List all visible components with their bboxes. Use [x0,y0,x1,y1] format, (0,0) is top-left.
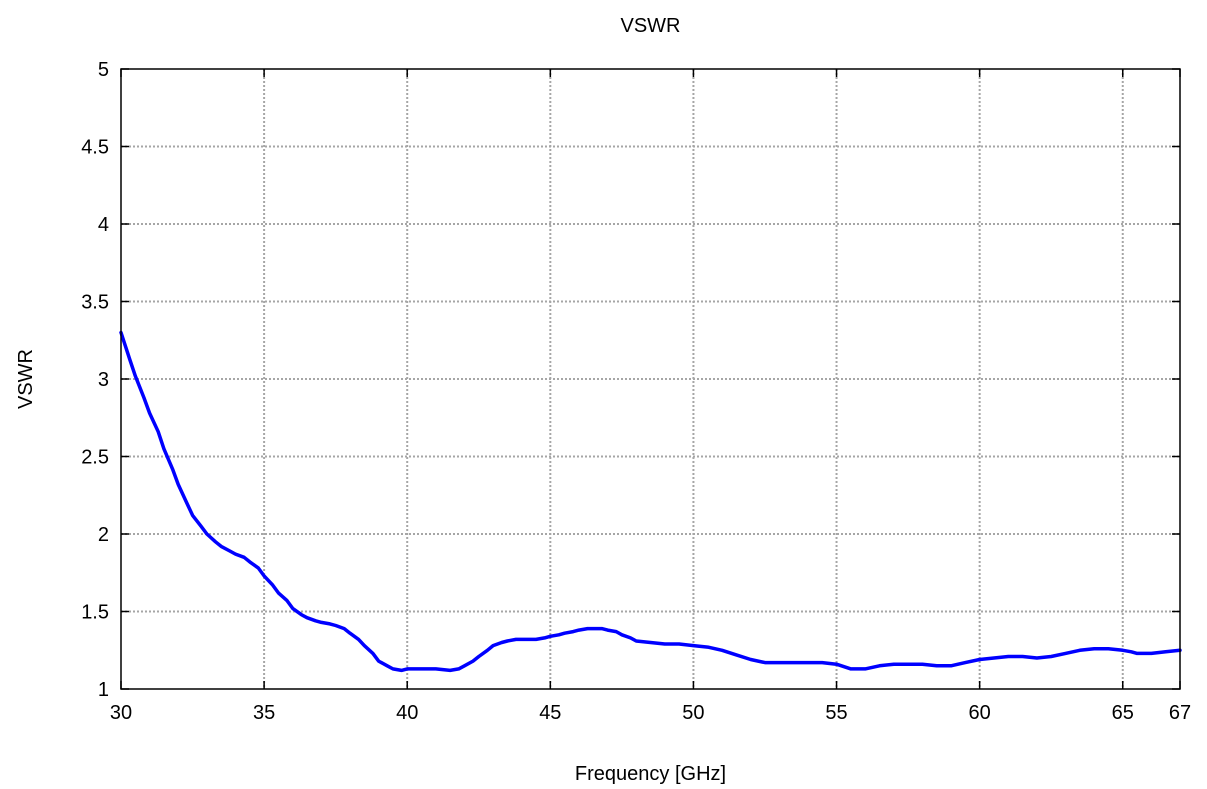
y-tick-label: 3 [98,369,109,391]
y-tick-label: 4.5 [81,137,109,159]
x-tick-label: 50 [682,702,704,724]
x-tick-label: 67 [1169,702,1191,724]
y-tick-label: 5 [98,59,109,81]
x-tick-label: 55 [825,702,847,724]
y-axis-title: VSWR [15,349,37,409]
tick-layer [120,68,1181,690]
series-layer [119,330,1182,673]
x-tick-label: 65 [1112,702,1134,724]
y-tick-label: 2.5 [81,447,109,469]
y-tick-label: 3.5 [81,292,109,314]
y-tick-label: 1.5 [81,602,109,624]
x-tick-label: 60 [969,702,991,724]
x-tick-label: 30 [110,702,132,724]
label-layer: 30 35 40 45 50 55 60 65 67 1 1.5 2 2.5 3 3.5 4 4.5 5 [81,59,1191,724]
x-tick-label: 40 [396,702,418,724]
x-tick-label: 35 [253,702,275,724]
grid-layer [121,69,1180,689]
vswr-series-line [119,330,1182,673]
x-tick-label: 45 [539,702,561,724]
y-tick-label: 4 [98,214,109,236]
x-axis-title: Frequency [GHz] [575,763,726,785]
chart-title: VSWR [621,15,681,37]
y-tick-label: 1 [98,679,109,701]
y-tick-label: 2 [98,524,109,546]
